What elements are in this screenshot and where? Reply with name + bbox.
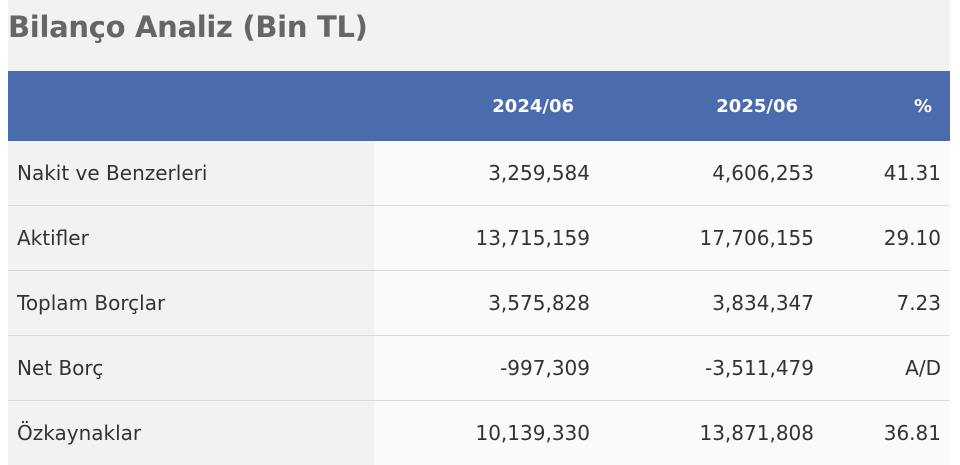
row-percent: 7.23 — [814, 271, 950, 335]
header-percent: % — [913, 95, 932, 117]
table-row: Net Borç -997,309 -3,511,479 A/D — [8, 336, 950, 401]
row-value-2024: 3,259,584 — [374, 141, 590, 205]
table-row: Özkaynaklar 10,139,330 13,871,808 36.81 — [8, 401, 950, 465]
row-value-2024: 13,715,159 — [374, 206, 590, 270]
row-value-2025: 3,834,347 — [590, 271, 814, 335]
row-value-2025: -3,511,479 — [590, 336, 814, 400]
table-header: 2024/06 2025/06 % — [8, 71, 950, 141]
row-value-2024: -997,309 — [374, 336, 590, 400]
row-percent: 29.10 — [814, 206, 950, 270]
row-percent: A/D — [814, 336, 950, 400]
row-percent: 36.81 — [814, 401, 950, 465]
table-row: Toplam Borçlar 3,575,828 3,834,347 7.23 — [8, 271, 950, 336]
balance-table: 2024/06 2025/06 % Nakit ve Benzerleri 3,… — [8, 71, 950, 465]
row-value-2025: 4,606,253 — [590, 141, 814, 205]
header-2025-06: 2025/06 — [716, 95, 798, 117]
row-label: Toplam Borçlar — [8, 271, 374, 335]
header-2024-06: 2024/06 — [492, 95, 574, 117]
row-value-2025: 17,706,155 — [590, 206, 814, 270]
row-label: Aktifler — [8, 206, 374, 270]
header-label-col — [8, 71, 374, 141]
table-row: Aktifler 13,715,159 17,706,155 29.10 — [8, 206, 950, 271]
row-value-2024: 3,575,828 — [374, 271, 590, 335]
row-value-2024: 10,139,330 — [374, 401, 590, 465]
table-row: Nakit ve Benzerleri 3,259,584 4,606,253 … — [8, 141, 950, 206]
page-title: Bilanço Analiz (Bin TL) — [8, 10, 368, 44]
row-label: Özkaynaklar — [8, 401, 374, 465]
row-label: Net Borç — [8, 336, 374, 400]
row-value-2025: 13,871,808 — [590, 401, 814, 465]
row-label: Nakit ve Benzerleri — [8, 141, 374, 205]
row-percent: 41.31 — [814, 141, 950, 205]
